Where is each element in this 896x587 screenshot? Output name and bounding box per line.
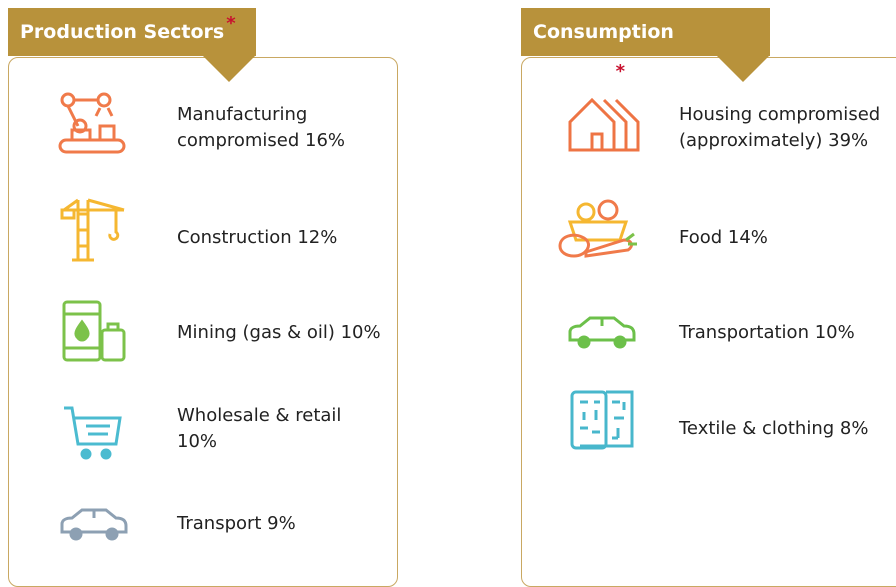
- tab-title: Consumption Sectors: [533, 21, 674, 91]
- production-tab: Production Sectors *: [8, 8, 256, 56]
- housing-icon: [568, 97, 640, 152]
- sector-label: Construction 12%: [177, 227, 338, 248]
- tab-pointer: [202, 55, 256, 82]
- sector-label: Textile & clothing 8%: [679, 418, 869, 439]
- mining-icon: [62, 300, 126, 362]
- page: {"production": {"title": "Production Sec…: [8, 8, 896, 587]
- sector-label: Manufacturing compromised 16%: [177, 104, 346, 151]
- sector-label: Transport 9%: [177, 513, 296, 534]
- tab-pointer: [716, 55, 770, 82]
- asterisk: *: [226, 13, 236, 34]
- sector-label: Food 14%: [679, 227, 768, 248]
- food-icon: [558, 199, 637, 258]
- sector-label: Wholesale & retail 10%: [177, 405, 342, 452]
- textile-icon: [570, 390, 634, 450]
- asterisk: *: [615, 61, 626, 82]
- sector-label: Mining (gas & oil) 10%: [177, 322, 381, 343]
- sector-label: Transportation 10%: [679, 322, 855, 343]
- consumption-tab: Consumption Sectors *: [521, 8, 770, 91]
- car-icon: [60, 508, 128, 541]
- cart-icon: [64, 406, 122, 460]
- car-icon: [568, 316, 636, 349]
- construction-icon: [60, 198, 125, 262]
- manufacturing-icon: [58, 92, 126, 154]
- sector-label: Housing compromised (approximately) 39%: [679, 104, 881, 151]
- tab-title: Production Sectors: [20, 21, 225, 43]
